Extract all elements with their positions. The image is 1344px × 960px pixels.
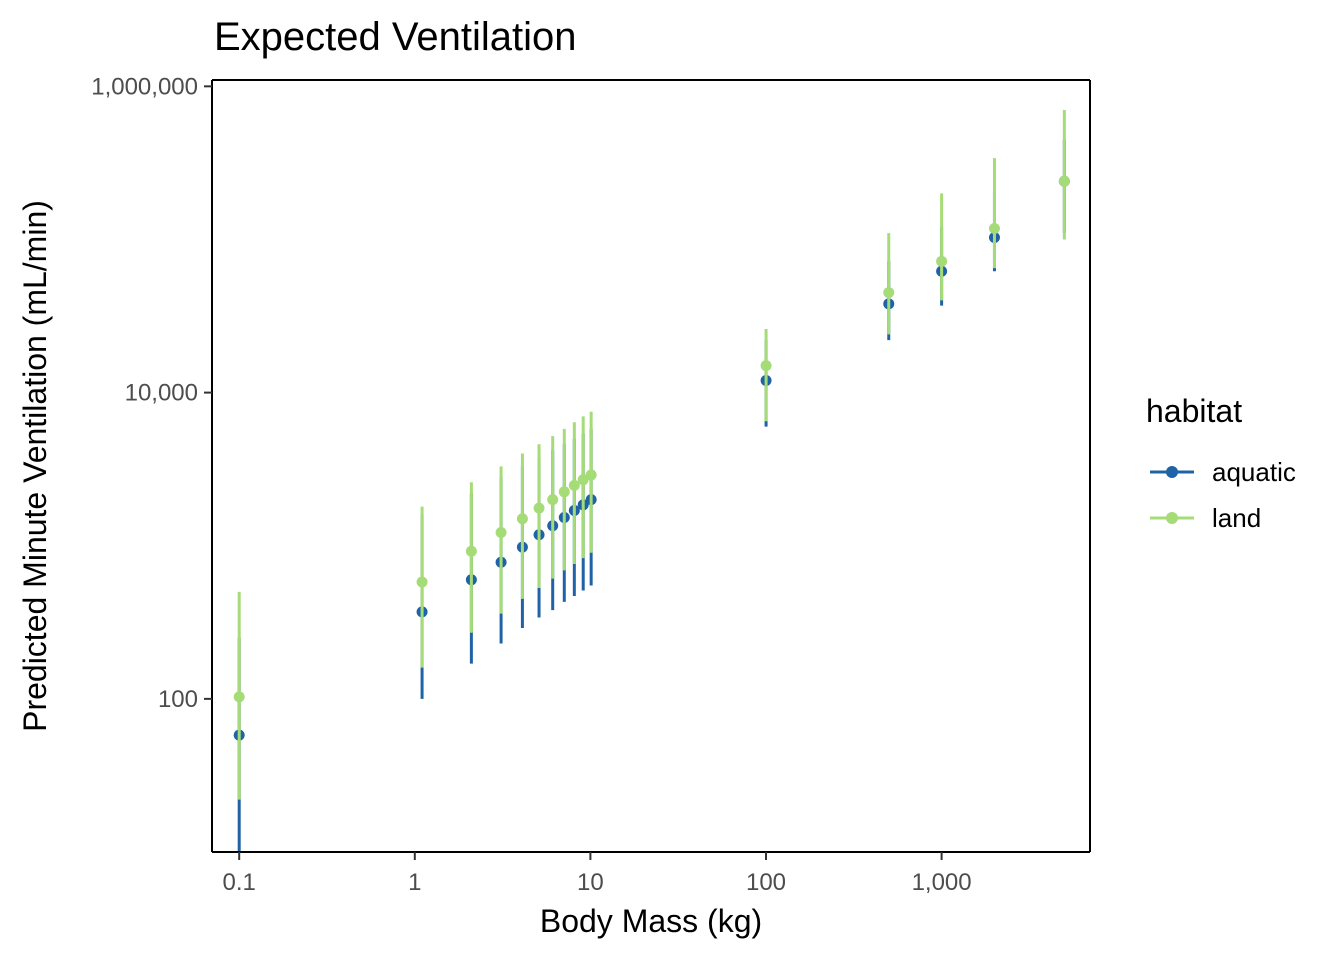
series-land xyxy=(233,110,1070,800)
data-point xyxy=(547,494,559,506)
y-tick-label: 10,000 xyxy=(125,380,198,407)
x-tick-label: 10 xyxy=(577,869,604,896)
x-tick-label: 1 xyxy=(408,869,421,896)
legend-key-point xyxy=(1166,512,1178,524)
data-point xyxy=(1058,175,1070,187)
data-point xyxy=(465,545,477,557)
data-point xyxy=(558,486,570,498)
data-point xyxy=(577,474,589,486)
legend-key-point xyxy=(1166,466,1178,478)
chart-title: Expected Ventilation xyxy=(214,15,576,59)
legend-label: land xyxy=(1212,503,1261,533)
legend-entry-land: land xyxy=(1150,503,1261,533)
data-point xyxy=(585,469,597,481)
x-axis-title: Body Mass (kg) xyxy=(540,903,762,939)
data-point xyxy=(988,222,1000,234)
data-point xyxy=(760,360,772,372)
y-tick-label: 100 xyxy=(158,686,198,713)
legend-label: aquatic xyxy=(1212,457,1296,487)
y-axis-title: Predicted Minute Ventilation (mL/min) xyxy=(17,200,53,732)
y-axis-ticks: 100 10,000 1,000,000 xyxy=(91,73,212,713)
data-point xyxy=(936,255,948,267)
x-tick-label: 1,000 xyxy=(912,869,972,896)
y-tick-label: 1,000,000 xyxy=(91,73,198,100)
legend-entries: aquatic land xyxy=(1150,457,1296,533)
legend-entry-aquatic: aquatic xyxy=(1150,457,1296,487)
legend: habitat aquatic land xyxy=(1146,393,1296,533)
legend-title: habitat xyxy=(1146,393,1242,429)
series-aquatic xyxy=(233,139,1070,852)
plot-area xyxy=(233,110,1070,852)
data-point xyxy=(516,513,528,525)
data-point xyxy=(533,502,545,514)
x-tick-label: 0.1 xyxy=(223,869,256,896)
x-axis-ticks: 0.1 1 10 100 1,000 xyxy=(223,852,972,896)
data-point xyxy=(233,691,245,703)
data-point xyxy=(416,576,428,588)
x-tick-label: 100 xyxy=(746,869,786,896)
data-point xyxy=(495,527,507,539)
data-point xyxy=(568,479,580,491)
data-point xyxy=(883,287,895,299)
